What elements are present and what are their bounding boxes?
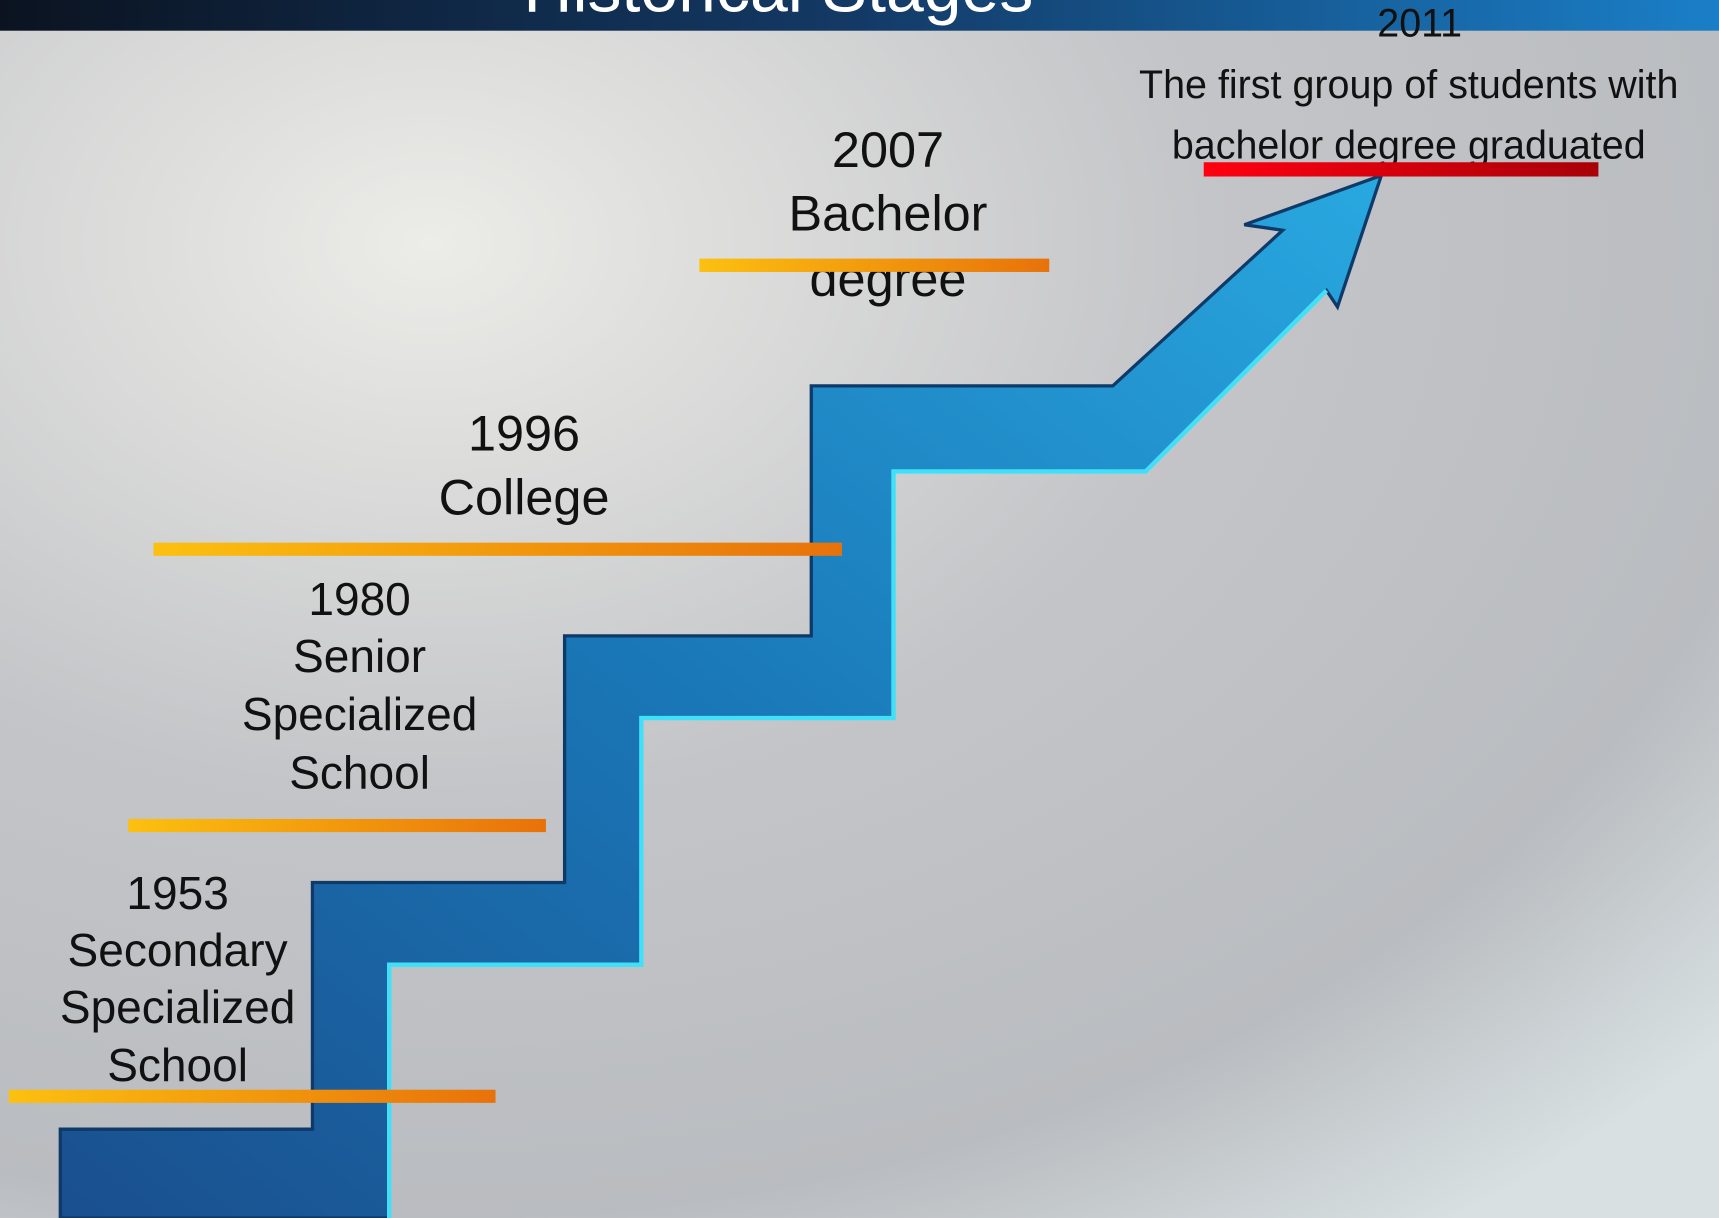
stage-label: Bachelor	[789, 184, 988, 241]
stage-bar	[699, 258, 1050, 272]
stage-year: 2011	[1377, 2, 1462, 46]
staircase-highlight	[386, 288, 1329, 1218]
stage-bar	[128, 818, 546, 833]
stage-label: degree	[810, 250, 967, 307]
stage-label: School	[289, 746, 430, 798]
stage-label: Senior	[293, 630, 426, 682]
stage-bar-final	[1203, 162, 1599, 177]
title: Historical Stages	[523, 0, 1033, 26]
header-bar	[0, 0, 1719, 31]
stage-year: 1980	[308, 573, 410, 625]
stage-label: Specialized	[242, 688, 477, 740]
stage-year: 1953	[126, 867, 228, 919]
stage-label: The first group of students with	[1139, 63, 1678, 107]
stage-year: 2007	[832, 121, 944, 178]
stage-label: College	[439, 468, 610, 525]
stage-year: 1996	[468, 405, 580, 462]
stage-label: Specialized	[60, 981, 295, 1033]
stage-bar	[153, 542, 842, 556]
stage-label: School	[107, 1039, 248, 1091]
stage-bar	[8, 1089, 496, 1103]
stage-label: Secondary	[68, 924, 288, 976]
stage-label: bachelor degree graduated	[1172, 123, 1646, 167]
